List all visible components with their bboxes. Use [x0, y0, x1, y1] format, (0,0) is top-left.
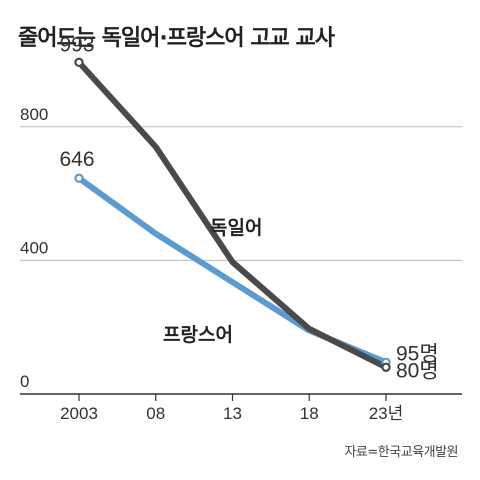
data-label-french-last: 95명 [396, 342, 439, 365]
y-tick-label-800: 800 [20, 105, 48, 124]
x-tick-label-2023: 23년 [369, 404, 404, 423]
y-tick-label-400: 400 [20, 238, 48, 257]
y-tick-label-0: 0 [20, 372, 29, 391]
series-0-endpoint-2003 [74, 57, 84, 68]
grid-lines [20, 126, 462, 261]
x-tick-label-2008: 08 [146, 404, 165, 423]
source-note: 자료=한국교육개발원 [344, 445, 458, 460]
series-line-0 [76, 59, 389, 371]
x-tick-label-2003: 2003 [60, 404, 98, 423]
series-group [74, 57, 391, 372]
x-tick-label-2013: 13 [223, 404, 242, 423]
data-label-french-first: 646 [59, 148, 94, 171]
series-1-endpoint-2003 [74, 173, 84, 183]
data-label-german-first: 993 [59, 33, 94, 56]
series-label-german: 독일어 [210, 217, 262, 239]
chart-title: 줄어드는 독일어·프랑스어 고교 교사 [18, 26, 335, 51]
series-label-french: 프랑스어 [163, 324, 233, 346]
x-tick-label-2018: 18 [300, 404, 319, 423]
series-0-endpoint-2023 [381, 362, 391, 372]
data-label-german-last: 80명 [396, 359, 439, 382]
x-axis [20, 393, 462, 401]
